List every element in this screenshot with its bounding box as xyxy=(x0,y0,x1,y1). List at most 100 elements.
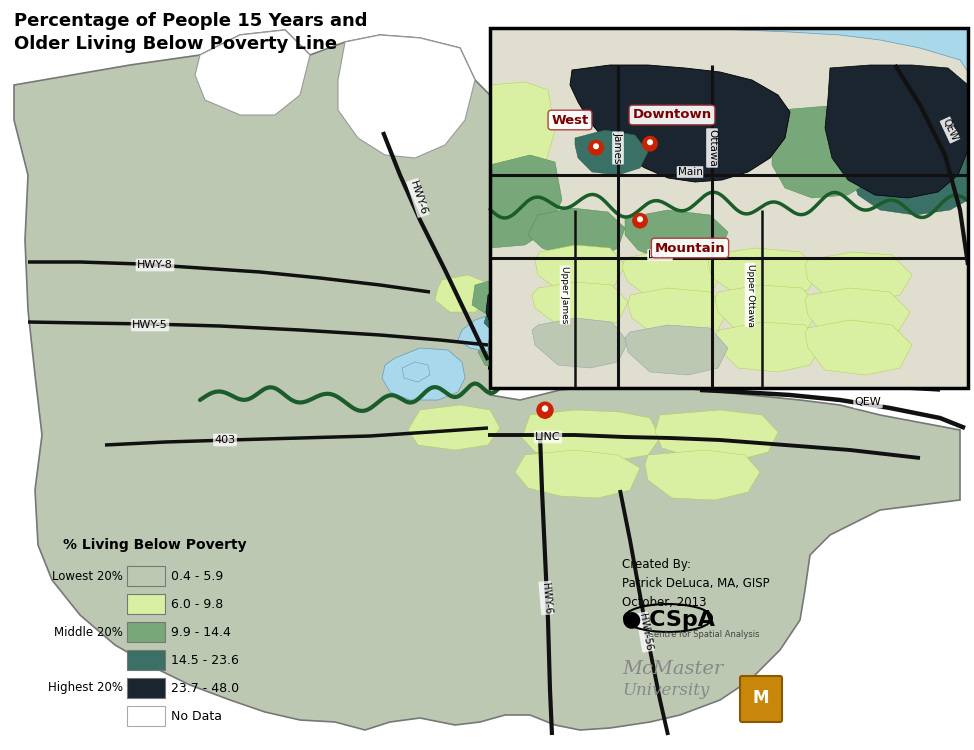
Polygon shape xyxy=(540,412,550,419)
Text: M: M xyxy=(753,689,769,707)
FancyBboxPatch shape xyxy=(740,676,782,722)
Text: QEW: QEW xyxy=(854,397,881,407)
Circle shape xyxy=(502,329,518,345)
Circle shape xyxy=(643,136,657,151)
Text: Middle 20%: Middle 20% xyxy=(55,626,123,638)
Circle shape xyxy=(537,402,553,418)
Polygon shape xyxy=(382,348,465,400)
Bar xyxy=(127,706,165,726)
Bar xyxy=(127,650,165,670)
Polygon shape xyxy=(490,28,968,72)
Polygon shape xyxy=(591,149,601,155)
Text: LINC: LINC xyxy=(648,250,672,260)
Polygon shape xyxy=(570,65,790,182)
Polygon shape xyxy=(472,278,525,315)
Text: Lowest 20%: Lowest 20% xyxy=(53,569,123,583)
Bar xyxy=(490,28,968,388)
Polygon shape xyxy=(645,450,760,500)
Bar xyxy=(490,28,968,388)
Polygon shape xyxy=(458,315,510,352)
Text: Main: Main xyxy=(605,365,631,375)
Polygon shape xyxy=(402,362,430,382)
Polygon shape xyxy=(484,302,534,336)
Polygon shape xyxy=(805,320,912,375)
Text: No Data: No Data xyxy=(171,710,222,722)
Bar xyxy=(127,594,165,614)
Polygon shape xyxy=(486,272,665,372)
Text: McMaster: McMaster xyxy=(622,660,724,678)
Text: 14.5 - 23.6: 14.5 - 23.6 xyxy=(171,653,239,667)
Polygon shape xyxy=(708,248,820,298)
Polygon shape xyxy=(772,105,882,198)
Text: Ottawa: Ottawa xyxy=(707,129,717,167)
Text: 23.7 - 48.0: 23.7 - 48.0 xyxy=(171,682,240,694)
Text: Mountain: Mountain xyxy=(655,242,726,254)
Text: HWY-56: HWY-56 xyxy=(637,613,654,652)
Polygon shape xyxy=(575,130,648,175)
Polygon shape xyxy=(528,208,625,258)
Text: Highest 20%: Highest 20% xyxy=(48,682,123,694)
Circle shape xyxy=(543,406,547,411)
Polygon shape xyxy=(505,339,515,346)
Polygon shape xyxy=(478,332,540,372)
Polygon shape xyxy=(805,252,912,302)
Text: 6.0 - 9.8: 6.0 - 9.8 xyxy=(171,598,223,610)
Polygon shape xyxy=(14,30,960,730)
Text: HWY-6: HWY-6 xyxy=(408,179,429,217)
Text: Percentage of People 15 Years and
Older Living Below Poverty Line: Percentage of People 15 Years and Older … xyxy=(14,12,367,53)
Circle shape xyxy=(507,333,512,338)
Text: Main: Main xyxy=(678,167,702,177)
Text: Upper James: Upper James xyxy=(560,266,570,324)
Polygon shape xyxy=(488,322,542,360)
Polygon shape xyxy=(522,410,660,460)
Polygon shape xyxy=(195,30,310,115)
Text: Created By:
Patrick DeLuca, MA, GISP
October, 2013: Created By: Patrick DeLuca, MA, GISP Oct… xyxy=(622,558,769,609)
Polygon shape xyxy=(635,222,645,229)
Polygon shape xyxy=(573,332,583,339)
Circle shape xyxy=(648,140,653,145)
Text: James: James xyxy=(613,132,623,164)
Polygon shape xyxy=(645,145,656,152)
Polygon shape xyxy=(805,288,910,340)
Bar xyxy=(55,530,310,725)
Polygon shape xyxy=(655,410,778,460)
Text: HWY-6: HWY-6 xyxy=(540,582,552,614)
Polygon shape xyxy=(715,322,822,372)
Text: LINC: LINC xyxy=(535,432,561,442)
Polygon shape xyxy=(628,288,728,338)
Text: Upper Ottawa: Upper Ottawa xyxy=(745,263,755,326)
Text: Centre for Spatial Analysis: Centre for Spatial Analysis xyxy=(648,630,760,639)
Polygon shape xyxy=(825,65,968,198)
Polygon shape xyxy=(490,82,555,195)
Polygon shape xyxy=(715,285,820,335)
Polygon shape xyxy=(535,245,625,292)
Circle shape xyxy=(633,214,647,228)
Text: QEW: QEW xyxy=(941,117,959,142)
Text: HWY-8: HWY-8 xyxy=(137,260,173,270)
Polygon shape xyxy=(532,282,628,328)
Text: 403: 403 xyxy=(214,435,236,445)
Bar xyxy=(127,622,165,642)
Circle shape xyxy=(638,217,642,221)
Circle shape xyxy=(576,326,581,332)
Text: University: University xyxy=(622,682,709,699)
Circle shape xyxy=(570,322,586,338)
Circle shape xyxy=(589,140,603,155)
Text: West: West xyxy=(551,113,588,127)
Bar xyxy=(127,678,165,698)
Text: 9.9 - 14.4: 9.9 - 14.4 xyxy=(171,626,231,638)
Polygon shape xyxy=(625,325,728,375)
Polygon shape xyxy=(850,90,968,215)
Polygon shape xyxy=(338,35,475,158)
Text: % Living Below Poverty: % Living Below Poverty xyxy=(63,538,246,552)
Bar xyxy=(127,566,165,586)
Text: 0.4 - 5.9: 0.4 - 5.9 xyxy=(171,569,223,583)
Text: HWY-5: HWY-5 xyxy=(132,320,168,330)
Polygon shape xyxy=(408,405,500,450)
Polygon shape xyxy=(515,450,640,498)
Polygon shape xyxy=(490,155,562,248)
Text: Downtown: Downtown xyxy=(632,109,712,122)
Circle shape xyxy=(594,144,598,148)
Polygon shape xyxy=(532,318,628,368)
Polygon shape xyxy=(625,210,728,262)
